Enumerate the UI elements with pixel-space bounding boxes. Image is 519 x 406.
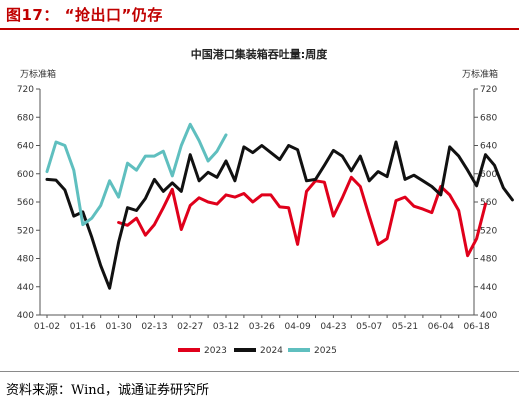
y-tick-label-left: 720	[17, 85, 34, 95]
source-note: 资料来源：Wind，诚通证券研究所	[6, 383, 209, 398]
y-tick-label-right: 520	[480, 226, 497, 236]
y-tick-label-right: 440	[480, 283, 497, 293]
chart-title: 中国港口集装箱吞吐量:周度	[191, 47, 328, 61]
y-tick-label-left: 440	[17, 283, 34, 293]
series-line-2024	[45, 140, 514, 290]
y-axis-left-label: 万标准箱	[20, 68, 56, 80]
y-tick-label-left: 600	[17, 170, 34, 180]
y-tick-label-left: 560	[17, 198, 34, 208]
y-axis-right-label: 万标准箱	[462, 68, 498, 80]
y-tick-label-right: 720	[480, 85, 497, 95]
x-tick-label: 04-09	[285, 322, 311, 332]
series-line-2023	[117, 175, 487, 258]
x-tick-label: 01-16	[70, 322, 96, 332]
y-tick-label-left: 400	[17, 311, 34, 321]
x-tick-label: 05-07	[356, 322, 382, 332]
legend-label-2025: 2025	[314, 346, 337, 356]
legend-label-2023: 2023	[204, 346, 227, 356]
x-tick-label: 03-26	[249, 322, 275, 332]
y-tick-label-right: 680	[480, 113, 497, 123]
figure-title: 图17： “抢出口”仍存	[6, 6, 163, 24]
y-tick-label-left: 680	[17, 113, 34, 123]
x-tick-label: 02-13	[141, 322, 167, 332]
y-tick-label-right: 600	[480, 170, 497, 180]
y-tick-label-right: 640	[480, 142, 497, 152]
title-rule	[0, 28, 519, 30]
x-tick-label: 01-30	[106, 322, 132, 332]
x-tick-label: 03-12	[213, 322, 239, 332]
y-tick-label-right: 480	[480, 255, 497, 265]
source-rule	[0, 371, 519, 372]
y-tick-label-left: 480	[17, 255, 34, 265]
x-tick-label: 05-21	[392, 322, 418, 332]
x-tick-label: 02-27	[177, 322, 203, 332]
x-tick-label: 06-18	[464, 322, 490, 332]
y-tick-label-right: 400	[480, 311, 497, 321]
x-tick-label: 01-02	[34, 322, 60, 332]
x-tick-label: 04-23	[320, 322, 346, 332]
x-tick-label: 06-04	[428, 322, 454, 332]
y-tick-label-left: 640	[17, 142, 34, 152]
y-tick-label-right: 560	[480, 198, 497, 208]
y-tick-label-left: 520	[17, 226, 34, 236]
legend-label-2024: 2024	[260, 346, 283, 356]
series-line-2025	[45, 122, 228, 227]
